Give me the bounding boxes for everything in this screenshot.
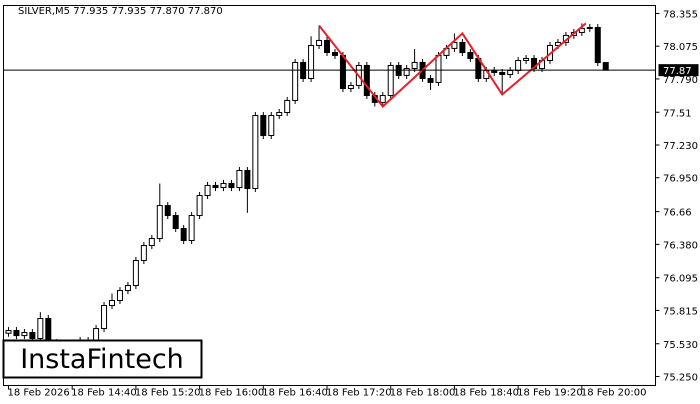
candle-body	[507, 70, 514, 75]
candle-body	[5, 330, 12, 334]
candle-body	[316, 39, 323, 46]
candle-body	[331, 52, 338, 56]
candle-body	[228, 182, 235, 189]
logo-box	[2, 339, 203, 379]
candle-body	[132, 260, 139, 287]
last-price-label: 77.87	[663, 66, 692, 77]
candle-body	[148, 238, 155, 247]
candle-body	[45, 318, 52, 344]
candle-body	[491, 70, 498, 73]
candle-body	[499, 71, 506, 75]
candle-body	[156, 205, 163, 240]
candle-body	[13, 330, 20, 337]
candle-body	[252, 115, 259, 189]
y-tick-label: 77.790	[663, 75, 698, 86]
candle-body	[172, 214, 179, 229]
candle-body	[212, 184, 219, 189]
x-tick-label: 18 Feb 15:20	[135, 388, 201, 399]
x-tick-label: 18 Feb 17:20	[326, 388, 392, 399]
candle-body	[308, 44, 315, 79]
candle-body	[21, 332, 28, 337]
y-tick-label: 78.355	[663, 9, 698, 20]
last-price-box	[658, 64, 699, 77]
x-tick-label: 18 Feb 20:00	[581, 388, 647, 399]
x-tick-label: 18 Feb 14:40	[71, 388, 137, 399]
candle-body	[164, 205, 171, 216]
candle-body	[411, 61, 418, 70]
candle-body	[220, 182, 227, 189]
candle-body	[379, 95, 386, 103]
candle-body	[387, 64, 394, 97]
candle-body	[602, 62, 609, 71]
logo: InstaFintech	[20, 344, 184, 375]
x-tick-label: 18 Feb 2026	[7, 388, 69, 399]
candle-body	[515, 59, 522, 72]
candle-body	[116, 290, 123, 301]
x-tick-label: 18 Feb 18:00	[390, 388, 456, 399]
y-tick-label: 76.950	[663, 174, 698, 185]
y-tick-label: 76.095	[663, 274, 698, 285]
pattern-line	[318, 22, 587, 108]
candle-body	[403, 68, 410, 76]
candle-body	[109, 299, 116, 307]
candle-body	[37, 318, 44, 339]
y-tick-label: 75.530	[663, 340, 698, 351]
plot-border	[3, 5, 656, 386]
candle-body	[284, 99, 291, 113]
candle-body	[236, 169, 243, 189]
candle-body	[363, 64, 370, 97]
candle-body	[435, 54, 442, 83]
candle-body	[124, 285, 131, 292]
candle-body	[140, 245, 147, 262]
y-tick-label: 77.51	[663, 108, 692, 119]
candle-body	[260, 115, 267, 137]
candle-body	[180, 227, 187, 242]
candle-body	[459, 41, 466, 54]
candle-body	[586, 26, 593, 29]
x-tick-label: 18 Feb 16:40	[262, 388, 328, 399]
candle-body	[427, 77, 434, 83]
candle-body	[324, 39, 331, 54]
y-tick-label: 78.075	[663, 42, 698, 53]
x-tick-label: 18 Feb 18:40	[453, 388, 519, 399]
candle-body	[29, 332, 36, 339]
candle-body	[467, 52, 474, 59]
y-tick-label: 76.66	[663, 208, 692, 219]
y-tick-label: 75.815	[663, 306, 698, 317]
candle-body	[292, 61, 299, 101]
candle-body	[188, 214, 195, 242]
y-tick-label: 77.230	[663, 141, 698, 152]
y-tick-label: 76.380	[663, 240, 698, 251]
x-tick-label: 18 Feb 19:20	[517, 388, 583, 399]
candle-body	[451, 41, 458, 49]
candle-body	[339, 54, 346, 90]
candle-body	[204, 184, 211, 196]
candle-body	[347, 84, 354, 90]
candle-body	[523, 57, 530, 61]
candle-body	[268, 115, 275, 137]
candle-body	[196, 195, 203, 216]
chart-title: SILVER,M5 77.935 77.935 77.870 77.870	[18, 6, 223, 17]
candle-body	[578, 27, 585, 34]
candle-body	[101, 305, 108, 330]
candle-body	[594, 26, 601, 64]
candle-body	[276, 111, 283, 117]
x-tick-label: 18 Feb 16:00	[199, 388, 265, 399]
y-tick-label: 75.250	[663, 372, 698, 383]
candle-body	[244, 169, 251, 189]
